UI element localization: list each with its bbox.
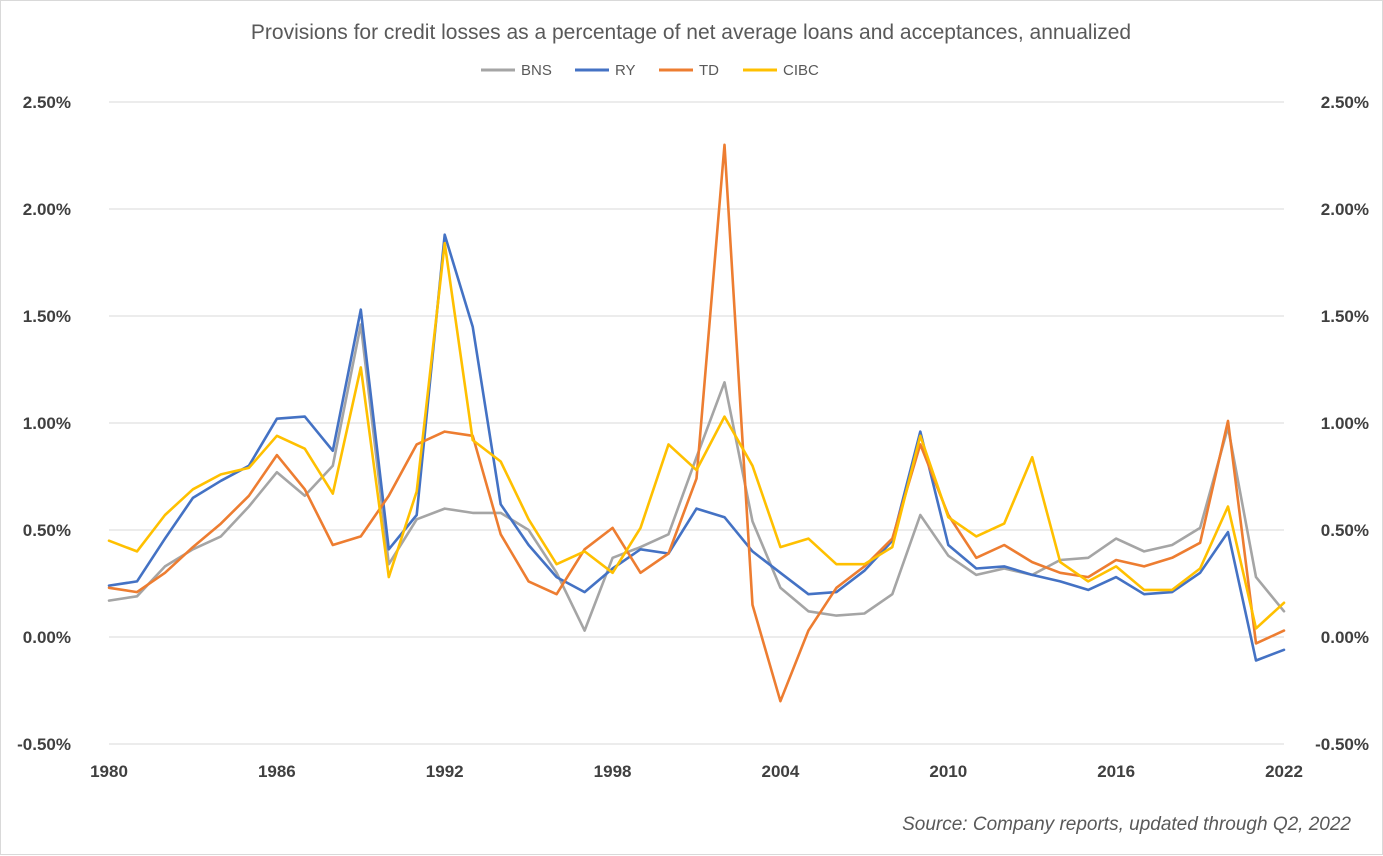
series-line-td [107,143,1286,703]
y-tick-label-right: -0.50% [1315,735,1369,754]
y-tick-label-left: 2.50% [23,93,71,112]
y-tick-label-right: 2.00% [1321,200,1369,219]
y-tick-label-right: 2.50% [1321,93,1369,112]
legend: BNS RY TD CIBC [481,62,819,79]
y-axis-left: 2.50% 2.00% 1.50% 1.00% 0.50% 0.00% -0.50% [17,93,71,754]
x-tick-label: 2022 [1265,762,1303,781]
y-tick-label-left: 1.00% [23,414,71,433]
legend-label: TD [699,62,719,79]
x-tick-label: 1980 [90,762,128,781]
legend-item-cibc: CIBC [743,62,819,79]
x-tick-label: 1992 [426,762,464,781]
y-tick-label-left: 1.50% [23,307,71,326]
y-tick-label-right: 0.50% [1321,521,1369,540]
x-tick-label: 2004 [762,762,800,781]
legend-label: RY [615,62,636,79]
y-tick-label-left: 0.00% [23,628,71,647]
y-tick-label-right: 0.00% [1321,628,1369,647]
y-axis-right: 2.50% 2.00% 1.50% 1.00% 0.50% 0.00% -0.50% [1315,93,1369,754]
legend-item-bns: BNS [481,62,552,79]
legend-item-td: TD [659,62,719,79]
y-tick-label-left: -0.50% [17,735,71,754]
x-axis: 1980 1986 1992 1998 2004 2010 2016 2022 [90,762,1303,781]
series-group [107,143,1286,703]
y-tick-label-left: 0.50% [23,521,71,540]
y-tick-label-right: 1.00% [1321,414,1369,433]
legend-label: BNS [521,62,552,79]
x-tick-label: 1998 [594,762,632,781]
x-tick-label: 2010 [929,762,967,781]
x-tick-label: 1986 [258,762,296,781]
series-line-bns [107,323,1286,632]
series-line-cibc [107,241,1286,630]
legend-label: CIBC [783,62,819,79]
gridlines [109,101,1284,745]
legend-item-ry: RY [575,62,636,79]
y-tick-label-left: 2.00% [23,200,71,219]
y-tick-label-right: 1.50% [1321,307,1369,326]
chart-title: Provisions for credit losses as a percen… [251,21,1131,44]
series-line-ry [107,233,1286,662]
x-tick-label: 2016 [1097,762,1135,781]
source-note: Source: Company reports, updated through… [902,814,1351,835]
